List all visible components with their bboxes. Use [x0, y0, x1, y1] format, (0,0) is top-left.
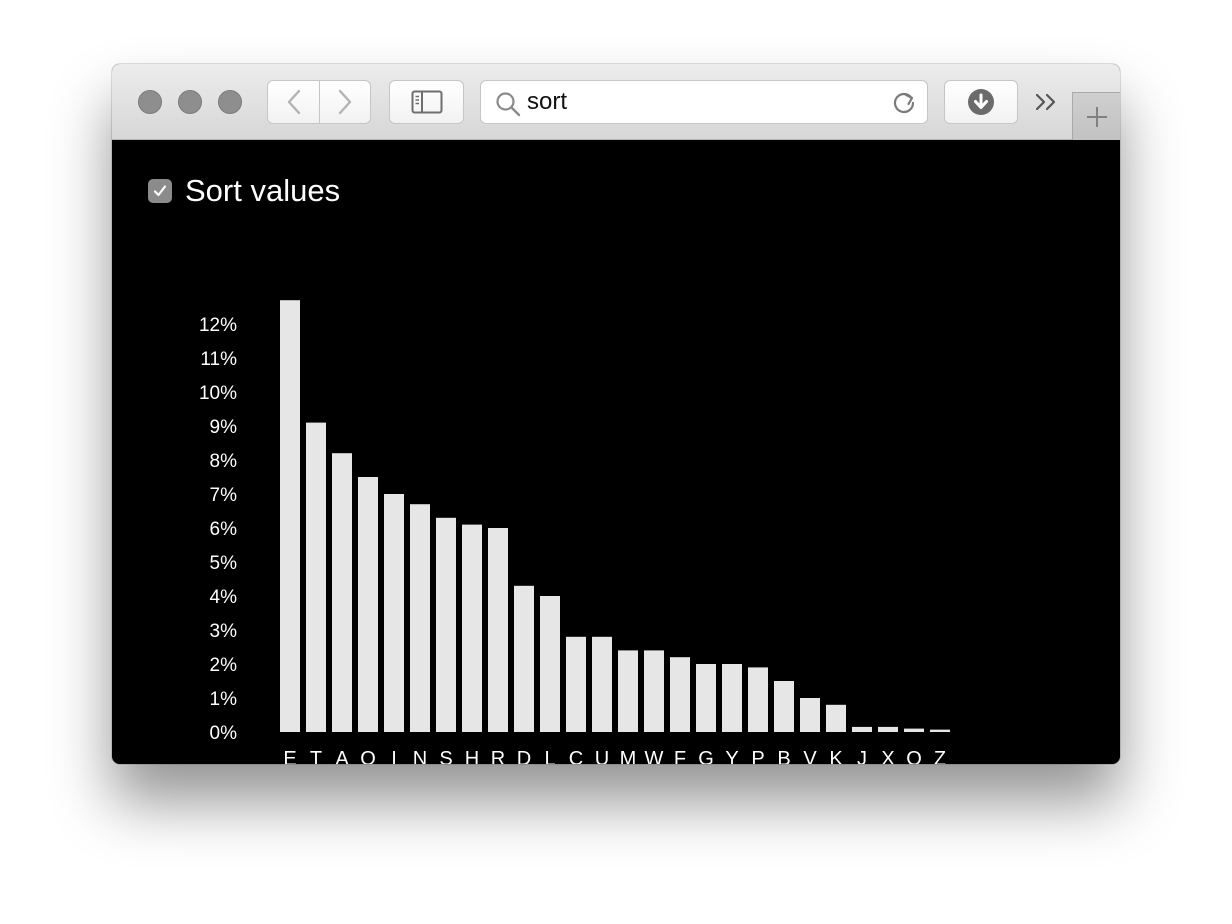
chevron-left-icon — [287, 89, 300, 115]
x-tick-label: P — [751, 748, 764, 764]
toolbar-overflow-button[interactable] — [1032, 86, 1062, 118]
search-icon — [496, 92, 521, 117]
bar-s — [436, 517, 456, 732]
x-tick-label: Y — [725, 748, 738, 764]
zoom-window-button[interactable] — [218, 90, 242, 114]
bar-e — [280, 300, 300, 732]
chevron-right-icon — [338, 89, 352, 115]
y-tick-label: 5% — [210, 553, 238, 574]
x-tick-label: U — [595, 748, 609, 764]
reload-icon[interactable] — [891, 90, 917, 116]
x-tick-label: Q — [906, 748, 922, 764]
minimize-window-button[interactable] — [178, 90, 202, 114]
x-tick-label: T — [310, 748, 322, 764]
x-tick-label: I — [391, 748, 397, 764]
x-tick-label: R — [491, 748, 505, 764]
y-tick-label: 6% — [210, 519, 238, 540]
bar-h — [462, 524, 482, 732]
y-tick-label: 9% — [210, 417, 238, 438]
bar-p — [748, 667, 768, 732]
browser-toolbar — [112, 64, 1120, 140]
y-tick-label: 3% — [210, 621, 238, 642]
back-button[interactable] — [267, 80, 320, 124]
downloads-button[interactable] — [944, 80, 1018, 124]
x-tick-label: Z — [934, 748, 946, 764]
double-chevron-icon — [1035, 93, 1056, 111]
sort-checkbox[interactable] — [148, 179, 172, 203]
bar-q — [904, 728, 924, 732]
x-tick-label: X — [881, 748, 894, 764]
address-bar — [480, 80, 928, 124]
bar-i — [384, 494, 404, 732]
x-tick-label: G — [698, 748, 714, 764]
bar-g — [696, 664, 716, 732]
x-tick-label: O — [360, 748, 376, 764]
download-icon — [968, 89, 994, 115]
x-tick-label: E — [283, 748, 296, 764]
y-tick-label: 4% — [210, 587, 238, 608]
bar-f — [670, 657, 690, 732]
sort-label: Sort values — [185, 173, 341, 208]
x-tick-label: J — [857, 748, 867, 764]
bar-k — [826, 704, 846, 732]
sidebar-icon — [411, 90, 442, 114]
bar-u — [592, 636, 612, 732]
y-tick-label: 0% — [210, 723, 238, 744]
bar-t — [306, 422, 326, 732]
bar-o — [358, 477, 378, 732]
bar-x — [878, 726, 898, 732]
x-tick-label: L — [544, 748, 555, 764]
page-content: Sort values 0% 1% 2% 3% 4% 5% 6% 7% 8% 9% 10% 11% 12… — [112, 140, 1120, 764]
x-tick-label: H — [465, 748, 479, 764]
checkmark-icon — [153, 185, 167, 197]
x-tick-label: W — [645, 748, 664, 764]
y-tick-label: 1% — [210, 689, 238, 710]
bar-a — [332, 453, 352, 732]
close-window-button[interactable] — [138, 90, 162, 114]
x-tick-label: A — [335, 748, 349, 764]
bar-m — [618, 650, 638, 732]
x-tick-label: S — [439, 748, 452, 764]
y-tick-label: 11% — [200, 349, 237, 370]
y-tick-label: 12% — [199, 315, 237, 336]
x-tick-label: C — [569, 748, 583, 764]
y-tick-label: 7% — [210, 485, 238, 506]
bar-y — [722, 664, 742, 732]
x-tick-label: F — [674, 748, 686, 764]
bar-z — [930, 729, 950, 732]
sort-control[interactable]: Sort values — [148, 174, 340, 208]
x-tick-label: N — [413, 748, 427, 764]
bar-w — [644, 650, 664, 732]
bar-j — [852, 726, 872, 732]
bar-b — [774, 681, 794, 732]
bar-l — [540, 596, 560, 732]
x-tick-label: B — [777, 748, 790, 764]
y-tick-label: 10% — [199, 383, 237, 404]
new-tab-button[interactable] — [1072, 92, 1120, 140]
forward-button[interactable] — [320, 80, 371, 124]
x-tick-label: V — [803, 748, 817, 764]
bar-r — [488, 528, 508, 732]
x-tick-label: K — [829, 748, 843, 764]
bar-chart: 0% 1% 2% 3% 4% 5% 6% 7% 8% 9% 10% 11% 12% E T A O I N S H R D L… — [199, 300, 950, 764]
plus-icon — [1086, 106, 1107, 127]
sidebar-button[interactable] — [389, 80, 464, 124]
x-tick-label: D — [517, 748, 531, 764]
y-tick-label: 2% — [210, 655, 238, 676]
bar-c — [566, 636, 586, 732]
y-tick-label: 8% — [210, 451, 238, 472]
x-tick-label: M — [620, 748, 637, 764]
bar-n — [410, 504, 430, 732]
browser-window: Sort values 0% 1% 2% 3% 4% 5% 6% 7% 8% 9% 10% 11% 12… — [112, 64, 1120, 764]
bar-d — [514, 585, 534, 732]
address-input[interactable] — [527, 87, 867, 117]
bar-v — [800, 698, 820, 732]
